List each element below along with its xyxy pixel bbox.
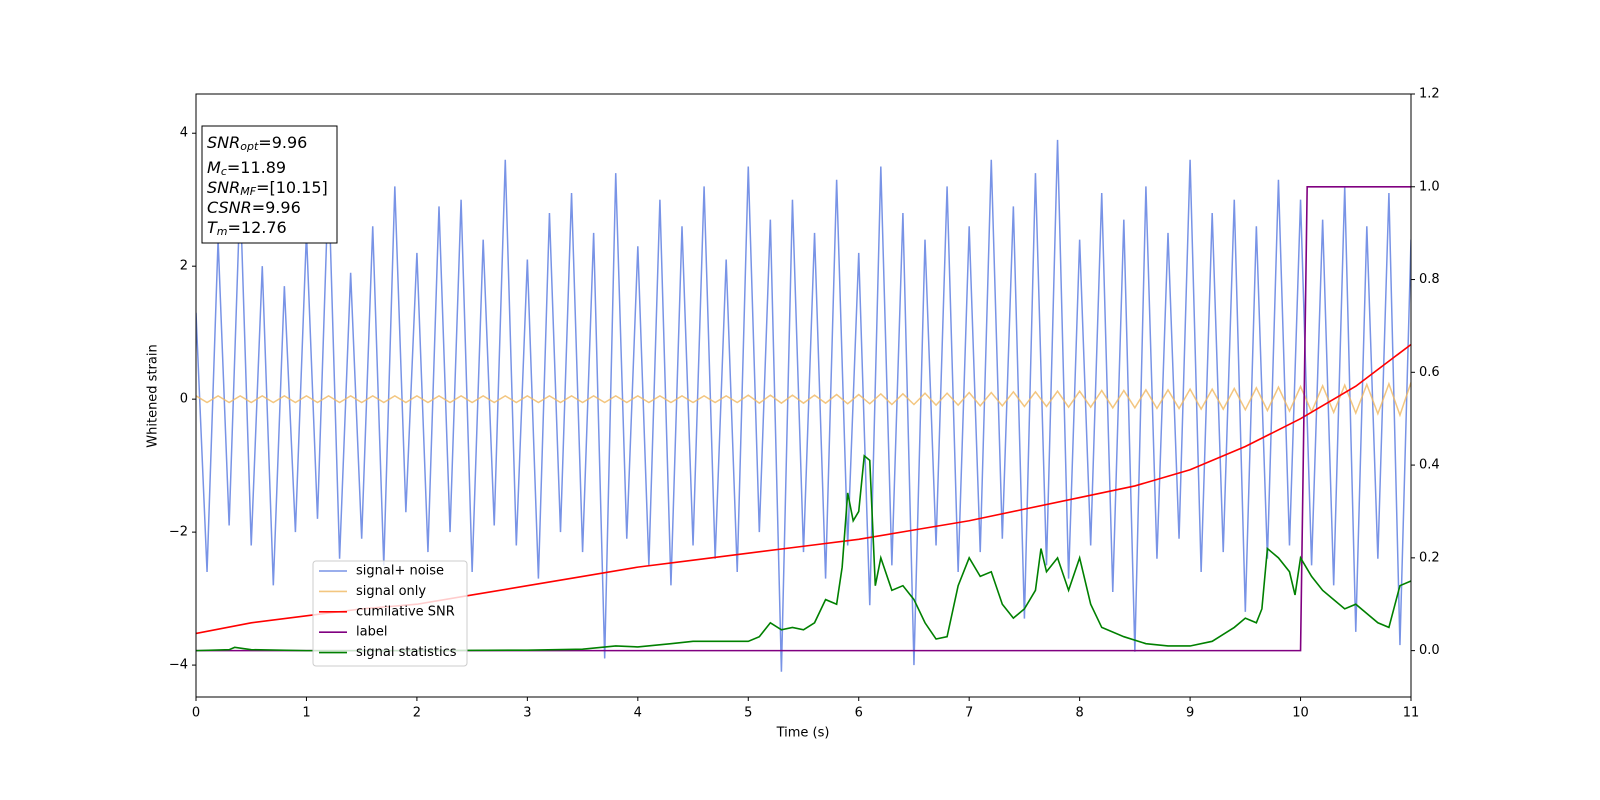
annotation-line: Tm=12.76 bbox=[207, 218, 287, 239]
annotation-subscript: MF bbox=[240, 185, 256, 198]
y2-tick-label: 0.0 bbox=[1419, 643, 1440, 658]
y-tick-label: 0 bbox=[180, 392, 188, 407]
annotation-value: =12.76 bbox=[228, 218, 287, 237]
x-tick-label: 0 bbox=[192, 706, 200, 721]
annotation-value: =9.96 bbox=[258, 133, 307, 152]
y2-tick-label: 0.2 bbox=[1419, 550, 1440, 565]
annotation-value: =9.96 bbox=[252, 198, 301, 217]
legend-label: signal+ noise bbox=[356, 564, 444, 579]
annotation-symbol: SNR bbox=[207, 133, 240, 152]
legend-label: signal only bbox=[356, 584, 426, 599]
y2-tick-label: 0.8 bbox=[1419, 272, 1440, 287]
y2-tick-label: 1.2 bbox=[1419, 87, 1440, 102]
annotation-box bbox=[201, 125, 338, 244]
x-tick-label: 8 bbox=[1075, 706, 1083, 721]
y2-tick-label: 0.4 bbox=[1419, 458, 1440, 473]
series-line bbox=[196, 454, 1411, 652]
x-tick-label: 5 bbox=[744, 706, 752, 721]
legend-box bbox=[312, 560, 468, 667]
y-tick-label: −2 bbox=[169, 525, 188, 540]
series-line bbox=[196, 139, 1411, 672]
x-tick-label: 6 bbox=[855, 706, 863, 721]
x-tick-label: 1 bbox=[302, 706, 310, 721]
series-line bbox=[196, 185, 1411, 652]
x-tick-label: 4 bbox=[634, 706, 642, 721]
x-tick-label: 10 bbox=[1292, 706, 1309, 721]
y2-tick-label: 1.0 bbox=[1419, 179, 1440, 194]
x-tick-label: 9 bbox=[1186, 706, 1194, 721]
annotation-line: SNRMF=[10.15] bbox=[207, 178, 328, 199]
y2-tick-label: 0.6 bbox=[1419, 365, 1440, 380]
y-axis-label: Whitened strain bbox=[146, 344, 161, 447]
y-tick-label: −4 bbox=[169, 658, 188, 673]
annotation-subscript: c bbox=[221, 165, 227, 178]
legend-label: signal statistics bbox=[356, 645, 457, 660]
x-tick-label: 7 bbox=[965, 706, 973, 721]
y-tick-label: 2 bbox=[180, 259, 188, 274]
annotation-line: CSNR=9.96 bbox=[207, 198, 301, 217]
annotation-symbol: T bbox=[207, 218, 218, 237]
annotation-symbol: SNR bbox=[207, 178, 240, 197]
x-tick-label: 11 bbox=[1403, 706, 1420, 721]
annotation-subscript: opt bbox=[240, 140, 259, 153]
x-axis-label: Time (s) bbox=[776, 726, 830, 741]
annotation-value: =[10.15] bbox=[256, 178, 328, 197]
series-line bbox=[196, 381, 1411, 418]
legend-label: cumilative SNR bbox=[356, 604, 455, 619]
annotation-symbol: CSNR bbox=[207, 198, 252, 217]
x-tick-label: 2 bbox=[413, 706, 421, 721]
annotation-symbol: M bbox=[207, 158, 221, 177]
annotation-line: Mc=11.89 bbox=[207, 158, 286, 179]
x-tick-label: 3 bbox=[523, 706, 531, 721]
annotation-value: =11.89 bbox=[227, 158, 286, 177]
annotation-subscript: m bbox=[217, 225, 228, 238]
legend-label: label bbox=[356, 625, 387, 640]
y-tick-label: 4 bbox=[180, 126, 188, 141]
plot-frame bbox=[195, 93, 1412, 698]
annotation-line: SNRopt=9.96 bbox=[207, 133, 307, 154]
